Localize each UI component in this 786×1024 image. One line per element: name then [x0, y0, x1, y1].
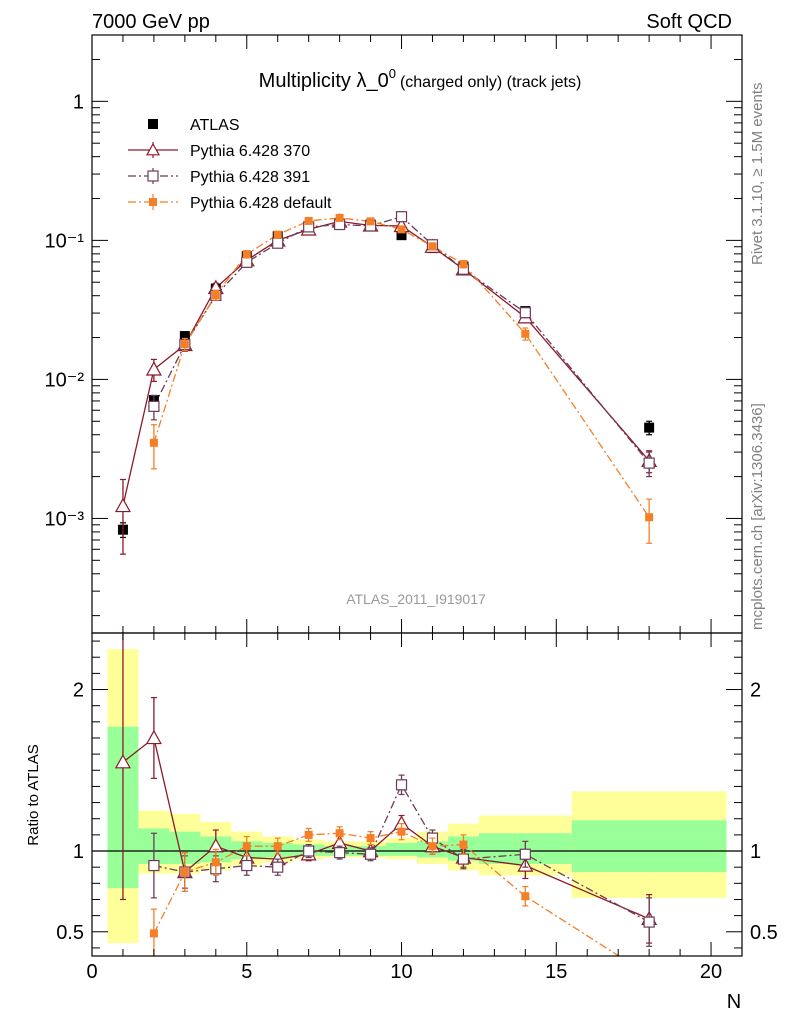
- marker-pythia-6-428-default: [335, 213, 344, 222]
- marker-pythia-6-428-default: [242, 842, 251, 851]
- x-tick-label: 15: [545, 961, 567, 983]
- x-tick-label: 10: [390, 961, 412, 983]
- marker-pythia-6-428-default: [304, 216, 313, 225]
- marker-atlas: [179, 331, 190, 342]
- marker-pythia-6-428-default: [335, 829, 344, 838]
- marker-pythia-6-428-default: [428, 842, 437, 851]
- y-tick-label-right: 1: [750, 841, 761, 863]
- y-tick-label: 2: [73, 680, 84, 702]
- ratio-panel-frame: [91, 632, 743, 957]
- header-left: 7000 GeV pp: [92, 11, 210, 33]
- series-pythia-6-428-391: [148, 211, 655, 478]
- legend: ATLAS Pythia 6.428 370 Pythia 6.428 391 Pyt…: [128, 117, 332, 212]
- marker-pythia-6-428-default: [459, 260, 468, 269]
- marker-pythia-6-428-391: [303, 845, 315, 857]
- series-pythia-6-428-370: [114, 213, 658, 555]
- marker-pythia-6-428-default: [242, 250, 251, 259]
- marker-pythia-6-428-default: [273, 842, 282, 851]
- series-line: [153, 215, 650, 464]
- legend-item: ATLAS: [148, 117, 240, 134]
- main-panel: 10⁻³ 10⁻² 10⁻¹ 1 Multiplicity λ_00(charged …: [45, 34, 743, 634]
- marker-pythia-6-428-391: [272, 861, 284, 873]
- marker-pythia-6-428-default: [645, 513, 654, 522]
- marker-pythia-6-428-default: [397, 827, 406, 836]
- marker-pythia-6-428-391: [395, 211, 408, 223]
- y-tick-label: 10⁻¹: [45, 230, 85, 252]
- legend-label: Pythia 6.428 370: [190, 143, 310, 160]
- ratio-panel: 0 5 10 15 20 0.5 0.5 1 1 2 2 Ratio to ATLAS N: [25, 632, 778, 1013]
- marker-pythia-6-428-391: [241, 859, 253, 872]
- marker-pythia-6-428-default: [304, 830, 313, 839]
- x-tick-label: 5: [241, 961, 252, 983]
- marker-pythia-6-428-391: [334, 847, 346, 859]
- series-line: [122, 220, 650, 507]
- marker-pythia-6-428-default: [180, 868, 189, 877]
- marker-pythia-6-428-391: [519, 307, 531, 319]
- legend-label: Pythia 6.428 default: [190, 195, 332, 212]
- y-tick-label: 0.5: [56, 922, 84, 944]
- legend-item: Pythia 6.428 default: [128, 194, 332, 212]
- x-tick-label: 20: [700, 961, 722, 983]
- marker-atlas: [396, 230, 407, 241]
- marker-atlas: [148, 119, 158, 129]
- marker-atlas: [644, 422, 655, 433]
- marker-pythia-6-428-391: [241, 256, 253, 268]
- x-axis-label: N: [727, 991, 741, 1013]
- series-pythia-6-428-default: [149, 213, 654, 544]
- marker-pythia-6-428-default: [149, 438, 158, 447]
- analysis-id: ATLAS_2011_I919017: [346, 591, 486, 607]
- legend-label: Pythia 6.428 391: [190, 169, 310, 186]
- marker-pythia-6-428-default: [521, 329, 530, 338]
- marker-pythia-6-428-default: [211, 858, 220, 867]
- marker-pythia-6-428-391: [457, 853, 470, 865]
- marker-pythia-6-428-391: [272, 237, 284, 249]
- marker-pythia-6-428-391: [643, 916, 655, 928]
- series-line: [153, 217, 650, 518]
- main-title: Multiplicity λ_00(charged only) (track j…: [259, 66, 582, 92]
- ratio-ylabel: Ratio to ATLAS: [25, 744, 42, 845]
- marker-pythia-6-428-default: [366, 834, 375, 843]
- legend-item: Pythia 6.428 391: [128, 168, 310, 186]
- marker-pythia-6-428-default: [273, 230, 282, 239]
- marker-pythia-6-428-370: [114, 753, 131, 769]
- marker-pythia-6-428-391: [519, 848, 531, 860]
- marker-pythia-6-428-default: [428, 242, 437, 251]
- series-atlas: [117, 218, 655, 539]
- marker-pythia-6-428-default: [366, 217, 375, 226]
- y-tick-label: 1: [73, 841, 84, 863]
- marker-pythia-6-428-default: [149, 929, 158, 938]
- rivet-label: Rivet 3.1.10, ≥ 1.5M events: [749, 83, 766, 266]
- marker-pythia-6-428-391: [148, 859, 160, 872]
- y-tick-label: 10⁻³: [45, 508, 85, 530]
- marker-pythia-6-428-370: [114, 497, 131, 513]
- marker-pythia-6-428-391: [147, 170, 159, 182]
- marker-pythia-6-428-370: [145, 142, 161, 156]
- y-tick-label: 1: [73, 91, 84, 113]
- x-tick-label: 0: [86, 961, 97, 983]
- marker-pythia-6-428-391: [643, 457, 655, 469]
- y-tick-label-right: 2: [750, 680, 761, 702]
- legend-item: Pythia 6.428 370: [128, 142, 310, 160]
- mcplots-label: mcplots.cern.ch [arXiv:1306.3436]: [749, 403, 766, 630]
- marker-pythia-6-428-370: [145, 361, 162, 376]
- header-right: Soft QCD: [646, 11, 732, 33]
- marker-pythia-6-428-default: [149, 198, 157, 206]
- marker-pythia-6-428-default: [211, 291, 220, 300]
- marker-pythia-6-428-default: [180, 340, 189, 349]
- uncertainty-band-green: [386, 842, 417, 856]
- marker-pythia-6-428-370: [145, 729, 162, 745]
- marker-pythia-6-428-default: [397, 225, 406, 234]
- marker-pythia-6-428-default: [459, 840, 468, 849]
- uncertainty-band-green: [571, 820, 727, 873]
- ratio-series-pythia-6-428-default: [149, 822, 530, 956]
- marker-pythia-6-428-default: [521, 892, 530, 901]
- marker-pythia-6-428-391: [364, 848, 377, 860]
- y-tick-label-right: 0.5: [750, 922, 778, 944]
- y-tick-label: 10⁻²: [45, 369, 85, 391]
- marker-pythia-6-428-391: [148, 400, 160, 412]
- marker-pythia-6-428-391: [395, 779, 408, 791]
- legend-label: ATLAS: [190, 117, 240, 134]
